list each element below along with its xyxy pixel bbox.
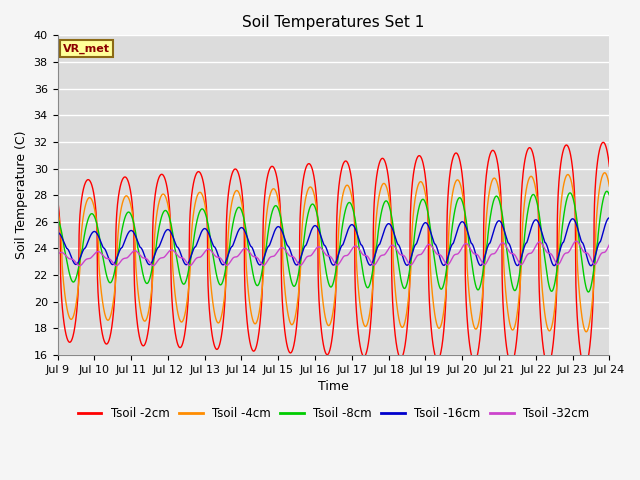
Tsoil -8cm <box>603 189 611 194</box>
Line: Tsoil -8cm: Tsoil -8cm <box>58 192 609 292</box>
Tsoil -8cm <box>605 192 613 198</box>
Line: Tsoil -2cm: Tsoil -2cm <box>58 143 609 367</box>
Tsoil -32cm <box>595 255 603 261</box>
Tsoil -8cm <box>266 223 273 229</box>
Line: Tsoil -4cm: Tsoil -4cm <box>58 173 609 332</box>
Tsoil -16cm <box>149 256 157 262</box>
Tsoil -4cm <box>535 216 543 222</box>
Tsoil -2cm <box>116 183 124 189</box>
Tsoil -8cm <box>54 215 61 221</box>
Tsoil -2cm <box>605 164 613 169</box>
Tsoil -8cm <box>149 260 157 265</box>
Tsoil -16cm <box>605 215 613 221</box>
Tsoil -2cm <box>535 281 543 287</box>
Tsoil -4cm <box>601 170 609 176</box>
Tsoil -4cm <box>54 206 61 212</box>
Tsoil -16cm <box>595 241 602 247</box>
Tsoil -2cm <box>289 346 297 351</box>
Line: Tsoil -32cm: Tsoil -32cm <box>58 241 609 266</box>
Tsoil -32cm <box>76 263 83 269</box>
Tsoil -32cm <box>117 259 125 264</box>
Tsoil -16cm <box>266 243 273 249</box>
Tsoil -4cm <box>116 210 124 216</box>
Tsoil -32cm <box>289 254 297 260</box>
X-axis label: Time: Time <box>318 380 349 393</box>
Y-axis label: Soil Temperature (C): Soil Temperature (C) <box>15 131 28 259</box>
Tsoil -16cm <box>587 263 595 269</box>
Tsoil -2cm <box>266 168 273 173</box>
Tsoil -4cm <box>266 196 273 202</box>
Text: VR_met: VR_met <box>63 43 110 54</box>
Tsoil -2cm <box>149 214 157 220</box>
Tsoil -2cm <box>595 151 602 157</box>
Tsoil -16cm <box>54 229 61 235</box>
Tsoil -32cm <box>536 239 543 245</box>
Tsoil -4cm <box>582 329 590 335</box>
Line: Tsoil -16cm: Tsoil -16cm <box>58 218 609 266</box>
Tsoil -8cm <box>584 289 592 295</box>
Tsoil -32cm <box>572 238 580 244</box>
Tsoil -8cm <box>116 236 124 242</box>
Tsoil -8cm <box>595 227 602 232</box>
Title: Soil Temperatures Set 1: Soil Temperatures Set 1 <box>243 15 424 30</box>
Tsoil -16cm <box>289 256 297 262</box>
Tsoil -32cm <box>605 242 613 248</box>
Tsoil -4cm <box>289 321 297 326</box>
Tsoil -2cm <box>581 364 589 370</box>
Tsoil -2cm <box>54 196 61 202</box>
Tsoil -8cm <box>289 283 297 288</box>
Tsoil -4cm <box>595 192 602 197</box>
Tsoil -8cm <box>535 211 543 216</box>
Tsoil -32cm <box>266 255 273 261</box>
Tsoil -32cm <box>150 263 157 268</box>
Tsoil -4cm <box>149 269 157 275</box>
Legend: Tsoil -2cm, Tsoil -4cm, Tsoil -8cm, Tsoil -16cm, Tsoil -32cm: Tsoil -2cm, Tsoil -4cm, Tsoil -8cm, Tsoi… <box>73 402 594 425</box>
Tsoil -16cm <box>535 221 543 227</box>
Tsoil -4cm <box>605 183 613 189</box>
Tsoil -2cm <box>599 140 607 145</box>
Tsoil -16cm <box>116 246 124 252</box>
Tsoil -32cm <box>54 252 61 258</box>
